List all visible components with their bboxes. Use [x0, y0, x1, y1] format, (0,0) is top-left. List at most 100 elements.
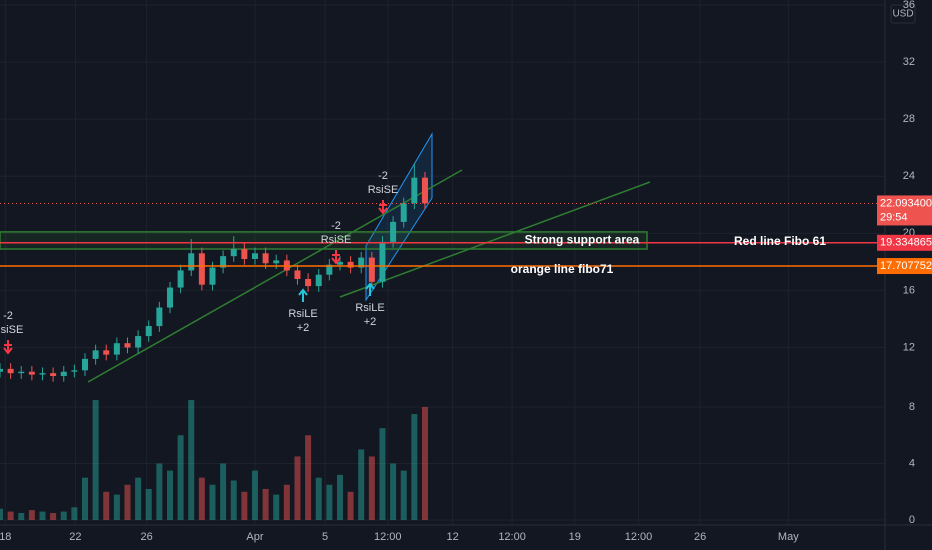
candle-body: [358, 257, 365, 268]
level-label: Red line Fibo 61: [734, 234, 826, 248]
signal-quantity: +2: [297, 322, 310, 334]
y-tick-label: 16: [903, 284, 915, 296]
candle-body: [18, 371, 25, 374]
candle-body: [166, 287, 173, 308]
candle-body: [145, 326, 152, 337]
last-price-label: 22.0934000: [880, 197, 932, 209]
volume-bar: [81, 477, 88, 521]
candle-body: [262, 253, 269, 264]
volume-bar: [103, 491, 110, 521]
volume-bar: [262, 488, 269, 521]
volume-bar: [326, 484, 333, 521]
volume-bar: [18, 512, 25, 521]
last-price-tag: [877, 195, 932, 226]
x-tick-label: 12: [446, 531, 458, 543]
trend-line: [87, 169, 463, 383]
volume-bar: [347, 491, 354, 521]
y-tick-label: 12: [903, 341, 915, 353]
price-tag: [877, 234, 932, 251]
candle-body: [411, 177, 418, 204]
candle-body: [421, 177, 428, 204]
volume-bar: [0, 508, 3, 521]
candle-body: [368, 257, 375, 282]
volume-bar: [7, 511, 14, 521]
candle-body: [60, 371, 67, 377]
candle-body: [124, 343, 131, 348]
y2-tick-label: 4: [909, 457, 915, 469]
volume-bar: [124, 484, 131, 521]
volume-bar: [166, 470, 173, 521]
signal-quantity: -2: [378, 170, 388, 182]
x-tick-label: 18: [0, 531, 11, 543]
candle-body: [241, 249, 248, 260]
candle-body: [39, 373, 46, 375]
x-tick-label: 12:00: [625, 531, 653, 543]
candle-body: [400, 203, 407, 222]
volume-bar: [220, 463, 227, 521]
long-arrow: [298, 288, 308, 302]
volume-bar: [358, 449, 365, 521]
volume-bar: [411, 414, 418, 521]
candle-body: [135, 336, 142, 348]
volume-bar: [283, 484, 290, 521]
volume-bar: [251, 470, 258, 521]
candle-body: [156, 307, 163, 327]
volume-bar: [60, 511, 67, 521]
candle-body: [0, 368, 3, 372]
candle-body: [336, 261, 343, 265]
candle-body: [198, 253, 205, 285]
x-tick-label: 26: [140, 531, 152, 543]
signal-quantity: -2: [331, 220, 341, 232]
candle-body: [220, 256, 227, 268]
signal-label: RsiSE: [368, 184, 399, 196]
y-tick-label: 32: [903, 56, 915, 68]
support-label: Strong support area: [525, 233, 640, 247]
volume-bar: [39, 511, 46, 521]
volume-bar: [400, 470, 407, 521]
volume-bar: [71, 507, 78, 521]
signal-label: RsiLE: [355, 302, 384, 314]
volume-bar: [92, 399, 99, 521]
candle-body: [315, 274, 322, 287]
volume-bar: [113, 494, 120, 521]
candle-body: [103, 350, 110, 355]
candle-body: [294, 270, 301, 279]
short-arrow: [331, 250, 341, 265]
candle-body: [251, 253, 258, 260]
y-tick-label: 24: [903, 170, 915, 182]
volume-bar: [241, 491, 248, 521]
candle-body: [347, 261, 354, 268]
price-tag: [877, 258, 932, 275]
volume-bar: [198, 477, 205, 521]
x-tick-label: Apr: [246, 531, 263, 543]
candle-body: [273, 260, 280, 264]
volume-bar: [336, 474, 343, 521]
x-tick-label: May: [778, 531, 799, 543]
price-tag-label: 17.7077525: [880, 260, 932, 272]
volume-bar: [315, 477, 322, 521]
volume-bar: [156, 463, 163, 521]
candle-body: [177, 270, 184, 288]
candle-body: [379, 241, 386, 282]
candle-body: [50, 373, 57, 377]
countdown-label: 29:54: [880, 211, 908, 223]
volume-bar: [294, 456, 301, 521]
volume-bar: [135, 477, 142, 521]
volume-bar: [28, 510, 35, 521]
x-tick-label: 26: [694, 531, 706, 543]
short-arrow: [3, 340, 13, 355]
y2-tick-label: 0: [909, 514, 915, 526]
candle-body: [188, 253, 195, 271]
candle-body: [92, 350, 99, 359]
currency-label: USD: [892, 9, 913, 20]
price-tag-label: 19.3348654: [880, 237, 932, 249]
volume-bar: [421, 407, 428, 521]
candle-body: [7, 368, 14, 374]
volume-bar: [177, 435, 184, 521]
volume-bar: [379, 428, 386, 521]
volume-bar: [230, 480, 237, 521]
signal-label: RsiLE: [288, 308, 317, 320]
signal-quantity: +2: [364, 316, 377, 328]
